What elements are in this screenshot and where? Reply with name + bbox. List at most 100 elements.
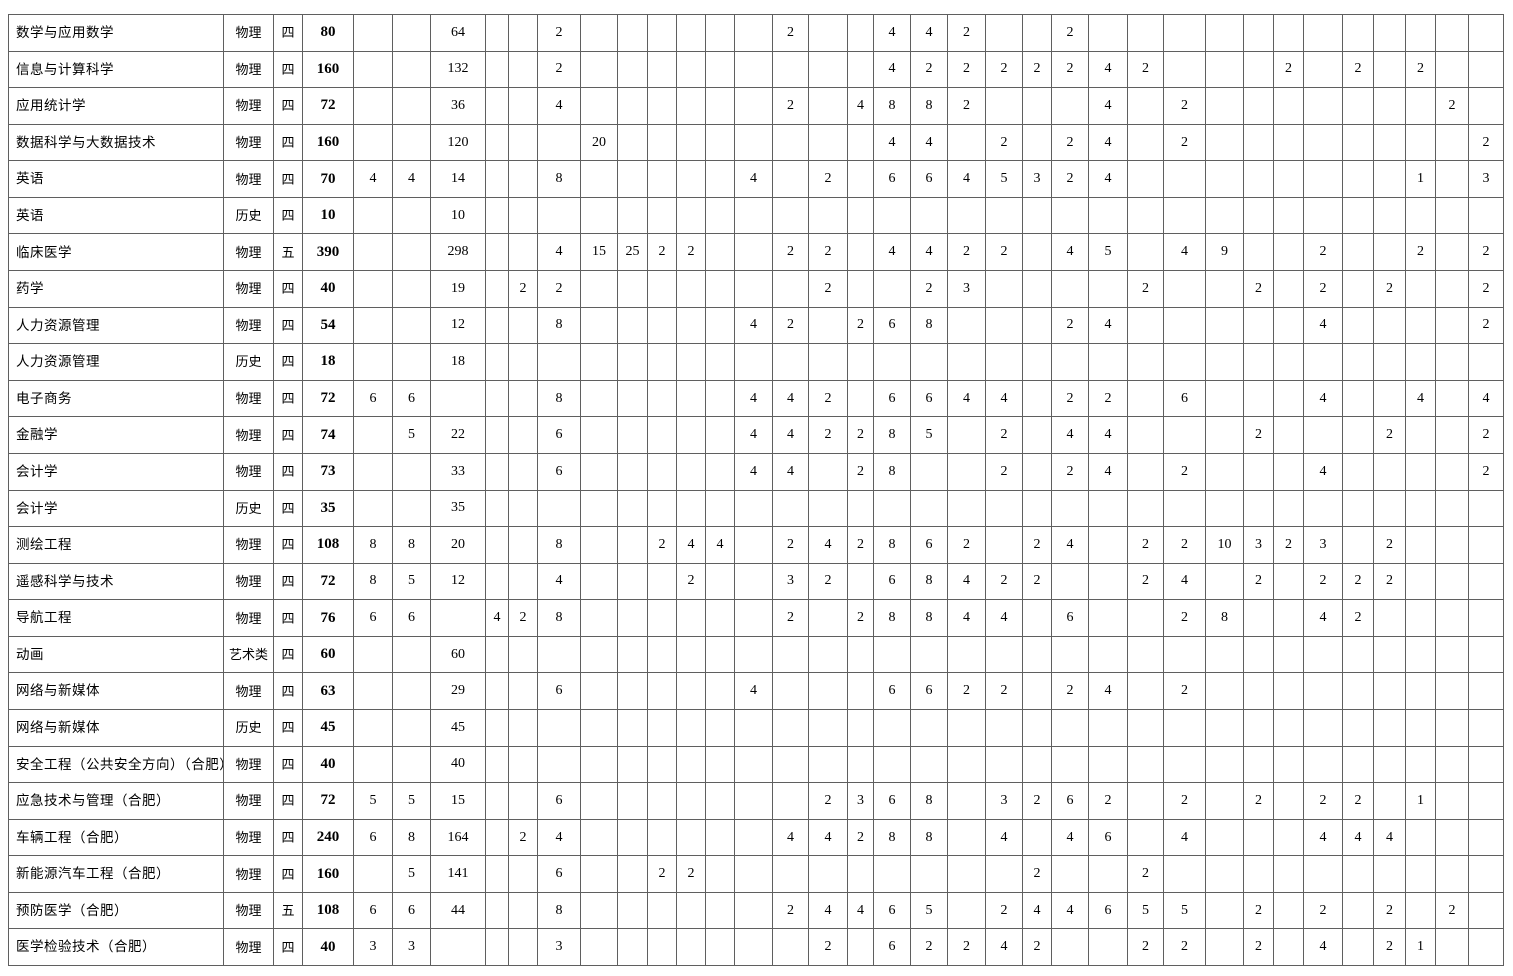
plan-value-cell: 2	[1127, 928, 1164, 967]
plan-value-cell	[1405, 818, 1436, 857]
plan-value-cell: 4	[947, 599, 986, 637]
plan-value-cell: 2	[676, 233, 706, 272]
plan-value-cell	[676, 635, 706, 674]
plan-value-cell	[734, 818, 773, 857]
plan-value-cell	[485, 635, 509, 674]
subject-category-cell: 物理	[223, 379, 274, 418]
plan-value-cell: 4	[985, 379, 1023, 418]
plan-value-cell: 6	[1088, 818, 1128, 857]
plan-value-cell	[1127, 599, 1164, 637]
plan-value-cell: 2	[1303, 270, 1343, 308]
total-plan-cell: 40	[302, 270, 354, 308]
plan-value-cell: 8	[910, 818, 948, 857]
plan-value-cell	[647, 452, 677, 491]
plan-value-cell	[1405, 343, 1436, 381]
plan-value-cell: 5	[985, 160, 1023, 198]
plan-value-cell	[676, 452, 706, 491]
plan-value-cell	[910, 745, 948, 784]
plan-value-cell: 4	[1088, 672, 1128, 710]
plan-value-cell	[808, 635, 848, 674]
plan-value-cell	[1088, 855, 1128, 893]
plan-value-cell	[1163, 489, 1206, 528]
plan-value-cell	[617, 489, 648, 528]
plan-value-cell	[705, 452, 735, 491]
plan-value-cell	[676, 379, 706, 418]
plan-value-cell: 4	[1303, 379, 1343, 418]
plan-value-cell: 2	[772, 306, 809, 345]
plan-value-cell	[1342, 635, 1374, 674]
plan-value-cell: 8	[537, 379, 581, 418]
plan-value-cell	[1342, 196, 1374, 235]
plan-value-cell: 6	[537, 855, 581, 893]
plan-value-cell	[847, 196, 874, 235]
plan-value-cell: 2	[772, 233, 809, 272]
plan-value-cell: 6	[873, 160, 911, 198]
plan-value-cell: 4	[1088, 306, 1128, 345]
study-years-cell: 四	[273, 50, 303, 89]
plan-value-cell	[705, 562, 735, 601]
plan-value-cell	[1127, 123, 1164, 162]
plan-value-cell: 2	[1303, 782, 1343, 820]
plan-value-cell	[485, 891, 509, 930]
plan-value-cell: 5	[910, 416, 948, 454]
plan-value-cell	[1022, 635, 1052, 674]
plan-value-cell: 2	[1127, 562, 1164, 601]
table-row: 人力资源管理 历史四 18 18	[8, 343, 1504, 381]
plan-value-cell	[1303, 416, 1343, 454]
plan-value-cell	[1342, 891, 1374, 930]
plan-value-cell	[734, 343, 773, 381]
plan-value-cell	[485, 452, 509, 491]
plan-value-cell	[647, 379, 677, 418]
plan-value-cell	[1127, 452, 1164, 491]
plan-value-cell: 6	[537, 672, 581, 710]
plan-value-cell: 4	[1088, 416, 1128, 454]
plan-value-cell	[985, 196, 1023, 235]
subject-category-cell: 物理	[223, 87, 274, 125]
plan-value-cell	[580, 891, 618, 930]
plan-value-cell	[617, 87, 648, 125]
plan-value-cell	[1373, 599, 1406, 637]
plan-value-cell	[847, 379, 874, 418]
plan-value-cell	[1163, 306, 1206, 345]
plan-value-cell	[1022, 489, 1052, 528]
plan-value-cell	[1273, 306, 1304, 345]
plan-value-cell	[808, 745, 848, 784]
plan-value-cell: 2	[910, 50, 948, 89]
plan-value-cell	[808, 672, 848, 710]
plan-value-cell	[1205, 87, 1244, 125]
plan-value-cell: 4	[1303, 818, 1343, 857]
plan-value-cell	[808, 489, 848, 528]
plan-value-cell	[485, 87, 509, 125]
total-plan-cell: 70	[302, 160, 354, 198]
plan-value-cell	[1243, 635, 1274, 674]
plan-value-cell: 2	[808, 233, 848, 272]
plan-value-cell	[1468, 855, 1504, 893]
plan-value-cell	[353, 452, 393, 491]
plan-value-cell: 4	[1163, 562, 1206, 601]
total-plan-cell: 54	[302, 306, 354, 345]
plan-value-cell: 45	[430, 708, 486, 747]
plan-value-cell: 60	[430, 635, 486, 674]
table-row: 应急技术与管理（合肥） 物理四 72 5 5 15 6 2 3 6 8 3 2 6 2 2 2 2 2 1	[8, 782, 1504, 820]
plan-value-cell	[1468, 672, 1504, 710]
plan-value-cell	[734, 635, 773, 674]
plan-value-cell	[1435, 818, 1469, 857]
plan-value-cell	[1435, 452, 1469, 491]
plan-value-cell	[392, 635, 431, 674]
subject-category-cell: 艺术类	[223, 635, 274, 674]
plan-value-cell	[508, 416, 538, 454]
study-years-cell: 四	[273, 562, 303, 601]
plan-value-cell	[485, 855, 509, 893]
plan-value-cell	[580, 782, 618, 820]
plan-value-cell: 2	[1373, 891, 1406, 930]
plan-value-cell	[985, 306, 1023, 345]
plan-value-cell	[1127, 14, 1164, 52]
plan-value-cell: 4	[1303, 599, 1343, 637]
plan-value-cell	[485, 708, 509, 747]
plan-value-cell	[1405, 672, 1436, 710]
plan-value-cell	[1022, 270, 1052, 308]
plan-value-cell	[647, 416, 677, 454]
plan-value-cell	[676, 599, 706, 637]
plan-value-cell	[508, 343, 538, 381]
total-plan-cell: 240	[302, 818, 354, 857]
